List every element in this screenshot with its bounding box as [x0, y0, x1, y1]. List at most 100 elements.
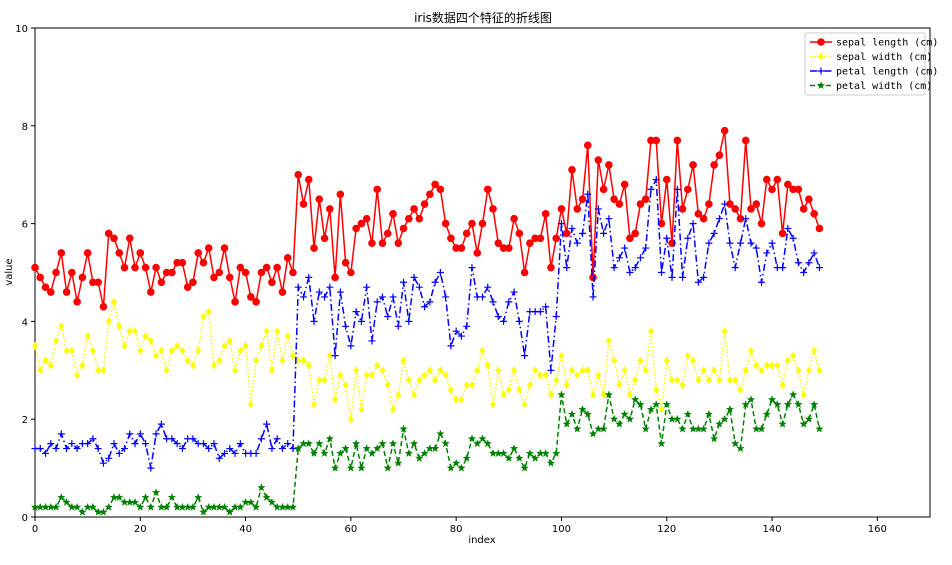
data-point [47, 361, 54, 370]
data-point [494, 313, 502, 321]
data-point [568, 166, 576, 174]
data-point [695, 376, 702, 385]
data-point [68, 346, 75, 355]
data-point [505, 385, 512, 394]
data-point [647, 185, 655, 193]
series-2 [31, 297, 823, 424]
data-point [521, 352, 529, 360]
data-point [205, 307, 212, 316]
data-point [78, 273, 87, 282]
legend-item: petal width (cm) [810, 81, 932, 92]
data-point [346, 463, 356, 472]
data-point [110, 440, 118, 448]
data-point [489, 298, 497, 306]
data-point [609, 414, 619, 423]
data-point [210, 273, 218, 282]
x-tick-label: 60 [345, 524, 358, 535]
data-point [62, 288, 71, 296]
data-point [679, 273, 687, 281]
data-point [252, 449, 260, 457]
data-point [778, 419, 787, 428]
data-point [204, 244, 213, 252]
data-point [415, 453, 424, 462]
data-point [604, 390, 614, 399]
data-point [711, 366, 718, 375]
data-point [294, 170, 303, 179]
data-point [52, 268, 60, 277]
data-point [126, 430, 134, 438]
x-tick-label: 160 [868, 524, 887, 535]
data-point [805, 195, 813, 203]
data-point [337, 371, 344, 380]
data-point [515, 453, 524, 462]
legend-item: sepal width (cm) [810, 52, 932, 63]
data-point [800, 390, 807, 399]
data-point [457, 332, 465, 340]
legend-label: sepal width (cm) [836, 52, 932, 63]
data-point [384, 380, 391, 389]
data-point [767, 395, 777, 404]
data-point [536, 234, 545, 243]
data-point [736, 444, 745, 453]
data-point [267, 497, 277, 506]
data-point [530, 453, 540, 462]
data-point [73, 445, 81, 453]
data-point [483, 439, 492, 448]
data-point [315, 195, 324, 203]
data-point [436, 269, 444, 276]
data-point [363, 283, 371, 291]
data-point [552, 313, 560, 321]
data-point [47, 440, 55, 448]
data-point [136, 249, 145, 257]
data-point [115, 449, 123, 457]
data-point [562, 229, 571, 238]
data-point [552, 234, 561, 243]
data-point [357, 219, 366, 228]
data-point [632, 376, 639, 385]
data-point [804, 414, 814, 423]
data-point [152, 430, 160, 438]
data-point [273, 435, 281, 443]
data-point [684, 234, 692, 242]
y-tick-label: 10 [15, 24, 28, 35]
data-point [283, 254, 292, 262]
data-point [147, 336, 154, 345]
data-point [594, 205, 602, 213]
data-point [268, 278, 276, 287]
data-point [747, 205, 755, 213]
data-point [689, 220, 697, 228]
data-point [536, 308, 544, 316]
data-point [158, 346, 165, 355]
data-point [573, 424, 582, 433]
legend-marker [816, 81, 826, 90]
data-point [758, 366, 765, 375]
data-point [636, 200, 645, 208]
data-point [362, 444, 371, 453]
data-point [105, 454, 113, 462]
data-point [147, 464, 155, 472]
data-point [442, 293, 450, 301]
data-point [258, 341, 265, 350]
data-point [709, 434, 719, 443]
series-3 [31, 176, 823, 472]
data-point [815, 264, 823, 272]
data-point [404, 449, 413, 457]
data-point [268, 445, 276, 453]
data-point [463, 322, 471, 330]
data-point [284, 332, 291, 341]
data-point [130, 497, 140, 506]
data-point [700, 366, 707, 375]
data-point [194, 493, 203, 501]
data-point [705, 200, 713, 208]
data-point [53, 336, 60, 345]
data-point [453, 395, 460, 404]
data-point [189, 435, 197, 443]
data-point [669, 376, 676, 385]
data-point [626, 234, 634, 243]
data-point [99, 302, 108, 311]
data-point [58, 322, 65, 331]
data-point [537, 371, 544, 380]
data-point [394, 239, 403, 247]
data-point [631, 395, 640, 404]
data-point [716, 376, 723, 385]
